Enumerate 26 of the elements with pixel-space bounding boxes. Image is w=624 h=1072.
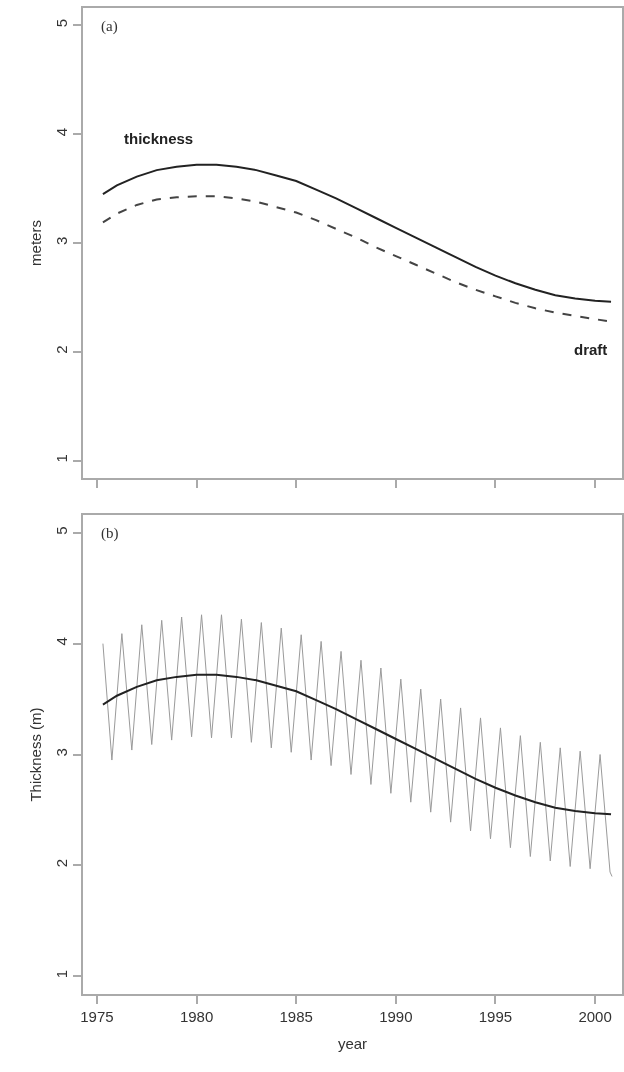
y-axis-title: Thickness (m) [27, 707, 44, 802]
y-tick-label: 4 [53, 127, 71, 137]
annotation: (b) [101, 525, 119, 542]
annotation: (a) [101, 18, 118, 35]
y-tick-label: 1 [53, 969, 71, 979]
series-label: draft [574, 341, 608, 358]
y-tick-label: 3 [53, 236, 71, 245]
line-series [101, 163, 613, 303]
y-tick-label: 2 [53, 858, 71, 868]
y-tick-label: 2 [53, 345, 71, 354]
series-label: thickness [124, 130, 194, 147]
x-tick-label: 2000 [578, 1007, 612, 1025]
y-tick-label: 1 [53, 454, 71, 463]
y-tick-label: 4 [53, 637, 71, 646]
x-tick-label: 1975 [80, 1007, 114, 1025]
y-axis-title: meters [27, 220, 44, 266]
line-series [101, 673, 613, 816]
x-tick-label: 1980 [179, 1007, 214, 1025]
line-series [102, 614, 613, 877]
x-axis-title: year [337, 1035, 368, 1053]
y-tick-label: 3 [53, 748, 71, 757]
y-tick-label: 5 [53, 18, 71, 28]
x-tick-label: 1985 [279, 1007, 313, 1025]
x-tick-label: 1995 [478, 1007, 513, 1025]
x-tick-label: 1990 [379, 1007, 413, 1025]
y-tick-label: 5 [53, 526, 71, 535]
